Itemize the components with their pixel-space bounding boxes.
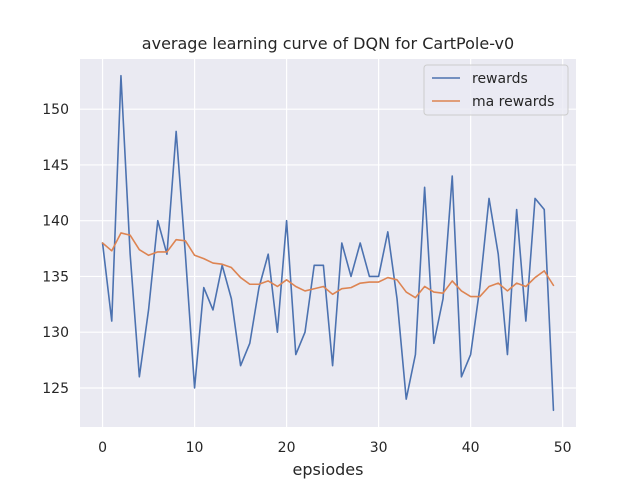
x-axis-label: epsiodes — [293, 460, 364, 479]
y-tick-label: 135 — [42, 269, 69, 285]
series-lines — [101, 74, 555, 412]
chart-title: average learning curve of DQN for CartPo… — [142, 34, 514, 53]
x-tick-label: 30 — [370, 440, 388, 456]
x-axis: 0 10 20 30 40 50 — [98, 440, 571, 456]
x-tick-label: 20 — [278, 440, 296, 456]
x-tick-label: 0 — [98, 440, 107, 456]
legend-label: rewards — [472, 71, 528, 87]
x-tick-label: 40 — [462, 440, 480, 456]
series-line-rewards — [101, 74, 555, 412]
y-tick-label: 140 — [42, 214, 69, 230]
y-tick-label: 130 — [42, 325, 69, 341]
y-tick-label: 150 — [42, 102, 69, 118]
y-tick-label: 125 — [42, 381, 69, 397]
y-axis: 125 130 135 140 145 150 — [42, 102, 69, 397]
x-tick-label: 50 — [554, 440, 572, 456]
y-tick-label: 145 — [42, 158, 69, 174]
legend: rewards ma rewards — [423, 64, 569, 116]
series-line-ma-rewards — [101, 232, 555, 299]
plot-area — [80, 59, 576, 427]
legend-label: ma rewards — [472, 94, 554, 110]
x-tick-label: 10 — [186, 440, 204, 456]
